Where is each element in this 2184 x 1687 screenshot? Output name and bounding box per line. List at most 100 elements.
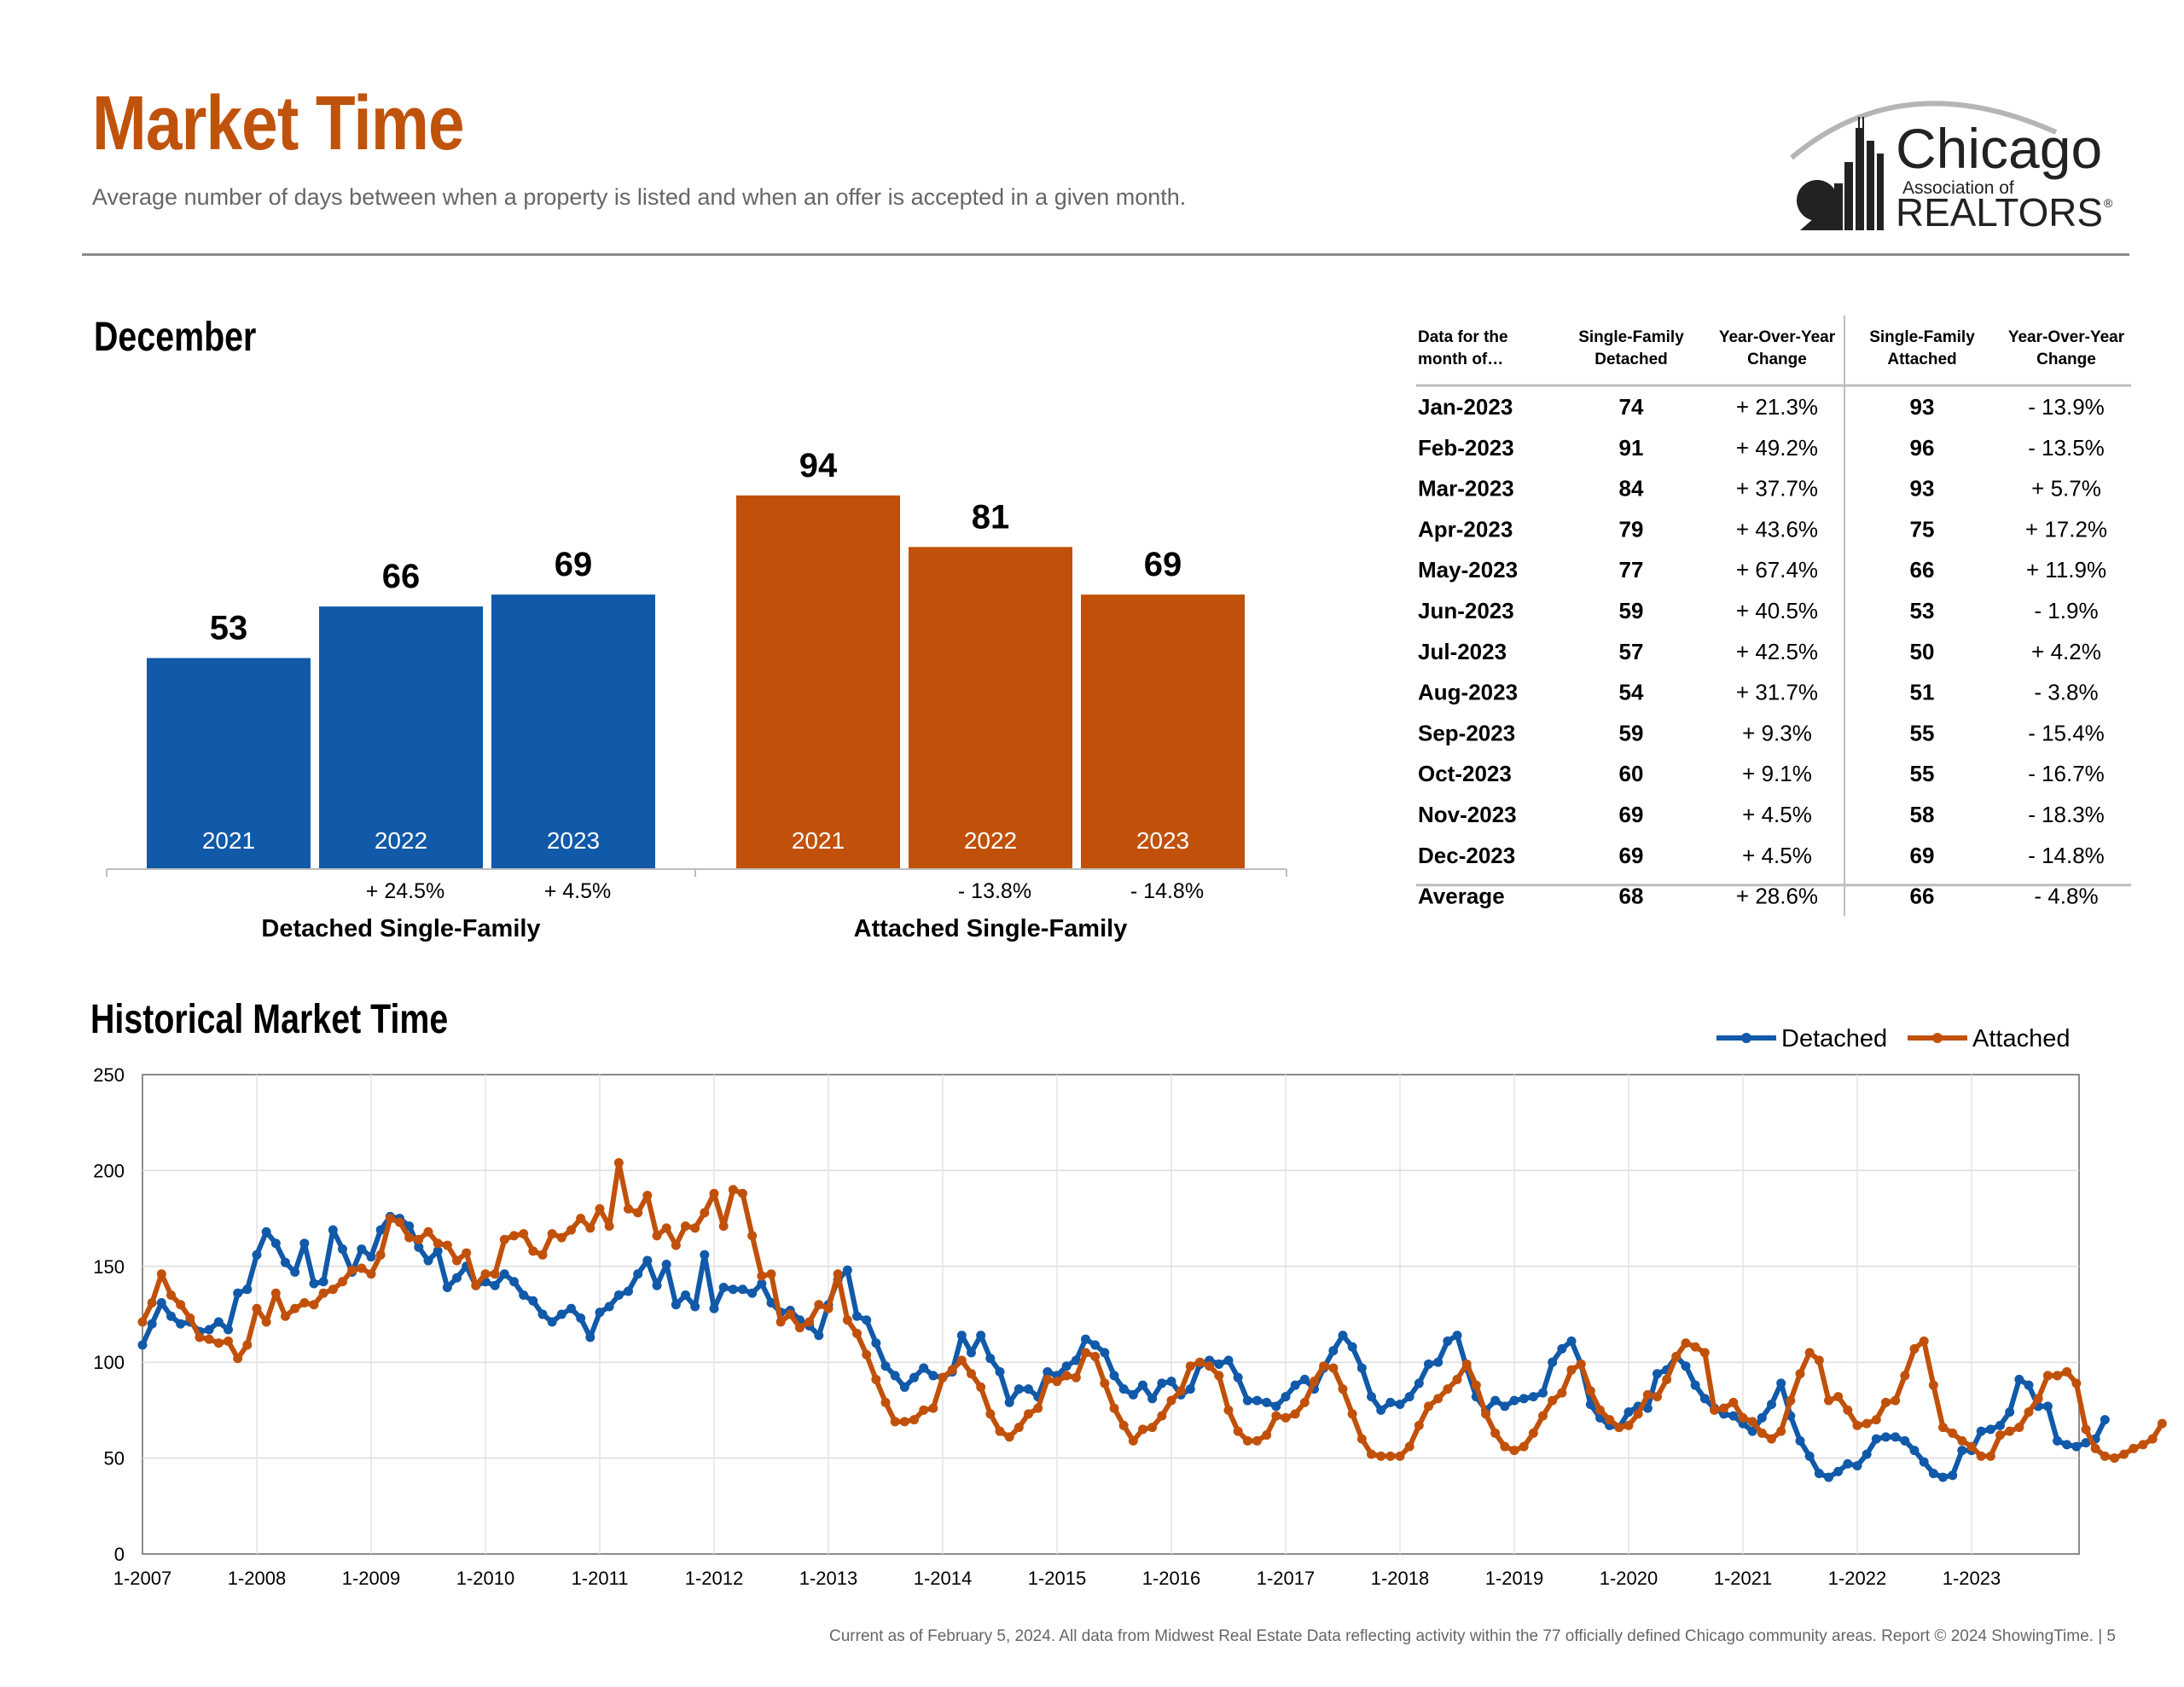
bar-value-label: 66	[382, 558, 421, 595]
series-point-detached	[1109, 1371, 1119, 1381]
series-point-attached	[1195, 1357, 1205, 1367]
series-point-attached	[1728, 1397, 1739, 1407]
table-row: 69	[1619, 802, 1644, 827]
table-row: + 21.3%	[1736, 394, 1818, 420]
series-point-detached	[309, 1278, 319, 1289]
series-point-detached	[509, 1277, 519, 1287]
series-point-attached	[1509, 1446, 1519, 1456]
table-header-cell: Change	[2036, 351, 2096, 368]
table-row: + 11.9%	[2026, 557, 2106, 583]
series-point-attached	[909, 1415, 919, 1425]
series-point-attached	[2110, 1453, 2119, 1464]
table-average-row: 66	[1910, 884, 1935, 909]
series-point-detached	[1347, 1342, 1357, 1352]
series-point-detached	[204, 1325, 214, 1335]
historical-line-chart: 0 50 100 150 200 250 1-2007 1-2008 1-2009 1-2010 1…	[93, 1025, 2167, 1589]
series-point-attached	[814, 1300, 824, 1310]
table-row: 84	[1619, 476, 1644, 501]
bar-change-label: + 4.5%	[544, 879, 612, 903]
series-point-detached	[556, 1309, 566, 1319]
series-point-detached	[166, 1311, 176, 1321]
series-point-attached	[1252, 1435, 1262, 1446]
series-point-attached	[1262, 1430, 1272, 1441]
series-point-attached	[1566, 1365, 1577, 1375]
bar-year-label: 2023	[1136, 827, 1189, 854]
series-point-detached	[2071, 1441, 2082, 1452]
series-point-detached	[1356, 1363, 1367, 1373]
series-point-attached	[1642, 1389, 1653, 1400]
series-point-attached	[499, 1234, 509, 1244]
series-point-attached	[213, 1338, 224, 1348]
series-point-attached	[1595, 1405, 1605, 1415]
series-point-attached	[1585, 1386, 1595, 1396]
table-row: 66	[1910, 557, 1935, 583]
x-tick-label: 1-2007	[113, 1568, 172, 1589]
series-point-attached	[1738, 1412, 1748, 1423]
series-point-attached	[1233, 1426, 1243, 1436]
bar-year-label: 2021	[792, 827, 845, 854]
bar-value-label: 53	[210, 610, 248, 647]
footer-note: Current as of February 5, 2024. All data…	[829, 1627, 2116, 1645]
table-row: Oct-2023	[1418, 761, 1512, 786]
series-point-detached	[690, 1301, 700, 1312]
bar-change-label: + 24.5%	[366, 879, 444, 903]
series-point-detached	[595, 1307, 605, 1318]
bar-value-label: 69	[1144, 546, 1182, 583]
series-point-attached	[1966, 1441, 1977, 1452]
series-point-attached	[1223, 1405, 1234, 1415]
series-point-attached	[1824, 1395, 1833, 1406]
series-point-detached	[1452, 1330, 1462, 1341]
series-point-attached	[690, 1223, 700, 1233]
series-point-attached	[1699, 1348, 1710, 1358]
series-point-attached	[1242, 1435, 1252, 1446]
series-point-attached	[1424, 1401, 1433, 1412]
series-point-detached	[375, 1225, 386, 1235]
series-point-detached	[1252, 1395, 1262, 1406]
series-point-attached	[1900, 1371, 1910, 1381]
series-point-detached	[357, 1244, 367, 1255]
logo-registered: ®	[2104, 196, 2113, 210]
series-point-attached	[1176, 1386, 1186, 1396]
table-header-cell: Year-Over-Year	[1719, 328, 1836, 346]
series-point-attached	[1538, 1411, 1548, 1421]
series-point-attached	[595, 1203, 605, 1214]
table-row: 50	[1910, 639, 1935, 664]
series-point-attached	[671, 1240, 681, 1250]
series-point-detached	[2053, 1435, 2062, 1446]
series-point-attached	[1786, 1395, 1796, 1406]
series-point-attached	[1871, 1415, 1881, 1425]
series-point-detached	[281, 1257, 290, 1267]
series-point-detached	[1404, 1392, 1414, 1402]
series-point-attached	[2129, 1443, 2139, 1453]
series-point-detached	[1833, 1466, 1844, 1476]
series-point-attached	[700, 1208, 710, 1218]
series-point-attached	[2081, 1424, 2091, 1435]
series-point-detached	[252, 1249, 262, 1260]
bar-year-label: 2021	[202, 827, 255, 854]
series-point-detached	[585, 1332, 595, 1342]
series-point-detached	[1128, 1389, 1138, 1400]
series-point-attached	[1090, 1351, 1101, 1361]
series-point-attached	[976, 1382, 986, 1392]
series-point-attached	[956, 1355, 967, 1365]
table-row: 79	[1619, 516, 1644, 542]
series-point-detached	[1290, 1380, 1300, 1390]
table-row: 59	[1619, 598, 1644, 623]
y-tick-label: 250	[93, 1064, 125, 1086]
series-point-attached	[1376, 1451, 1386, 1461]
x-tick-label: 1-2009	[342, 1568, 401, 1589]
series-point-attached	[270, 1288, 281, 1298]
series-point-detached	[1509, 1395, 1519, 1406]
series-point-detached	[423, 1255, 433, 1266]
series-point-detached	[1976, 1426, 1986, 1436]
series-point-attached	[1290, 1409, 1300, 1419]
series-point-detached	[2042, 1401, 2053, 1412]
series-point-attached	[1814, 1355, 1824, 1365]
series-point-attached	[995, 1426, 1005, 1436]
series-point-attached	[2119, 1449, 2129, 1459]
series-point-detached	[757, 1278, 767, 1289]
series-point-attached	[1909, 1343, 1920, 1354]
series-point-detached	[1566, 1336, 1577, 1346]
table-row: - 15.4%	[2028, 720, 2105, 745]
table-average-row: + 28.6%	[1736, 884, 1818, 909]
